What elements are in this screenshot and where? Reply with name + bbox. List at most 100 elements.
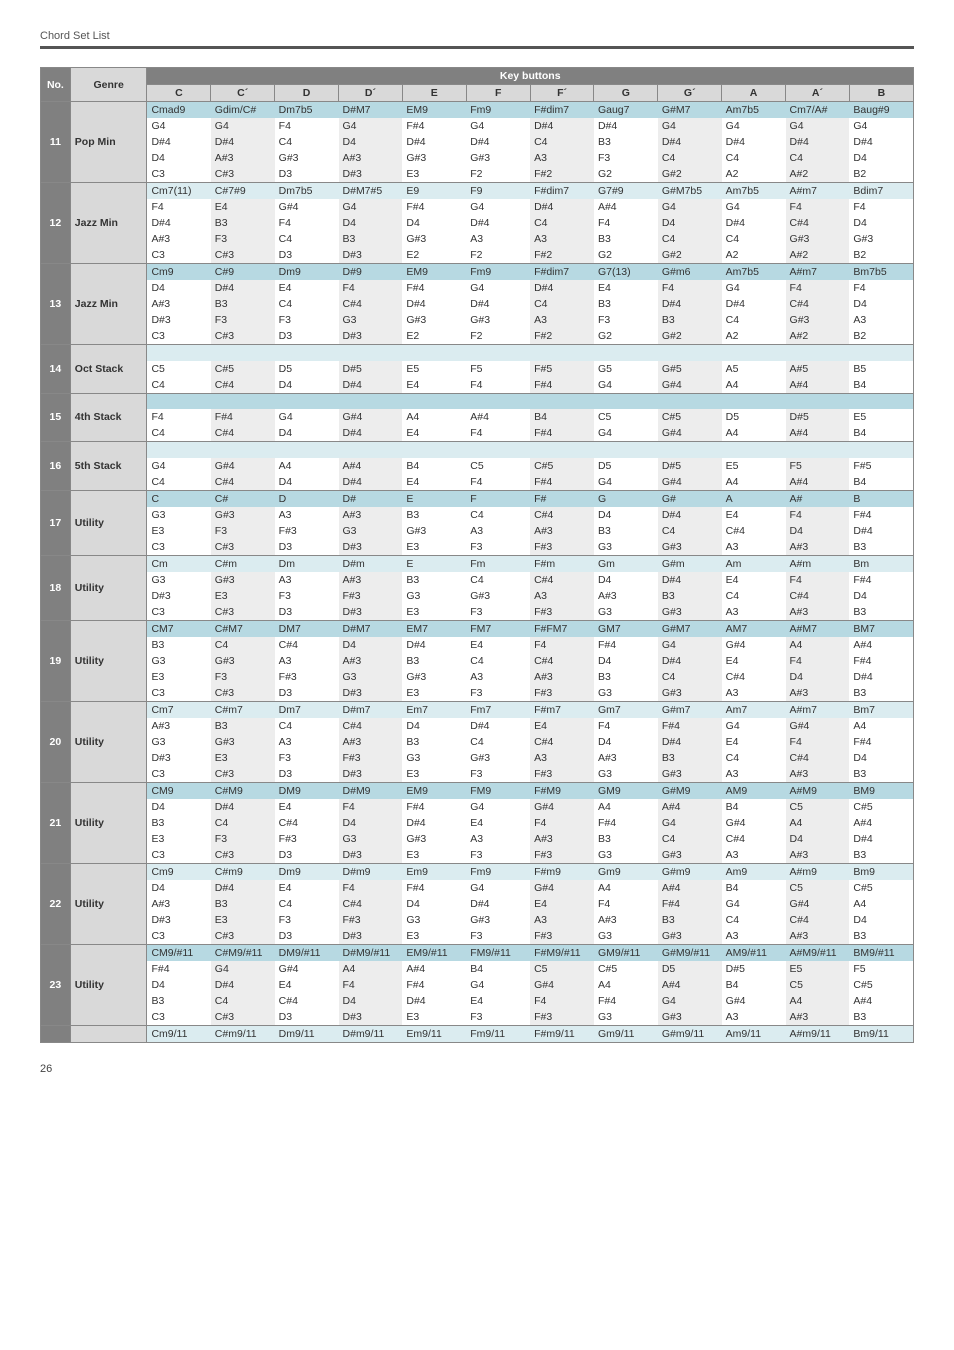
cell: Am7b5 — [722, 264, 786, 281]
cell: D4 — [594, 734, 658, 750]
cell: D3 — [275, 247, 339, 264]
cell: G#3 — [211, 507, 275, 523]
cell: B3 — [594, 523, 658, 539]
table-row: D4D#4E4F4F#4G4D#4E4F4G4F4F4 — [41, 280, 914, 296]
table-row: G3G#3A3A#3B3C4C#4D4D#4E4F4F#4 — [41, 507, 914, 523]
cell: F5 — [849, 961, 913, 977]
cell: D#4 — [722, 134, 786, 150]
cell — [530, 442, 594, 458]
table-row: F4E4G#4G4F#4G4D#4A#4G4G4F4F4 — [41, 199, 914, 215]
cell — [722, 345, 786, 361]
cell: F#M9 — [530, 782, 594, 799]
cell: D5 — [594, 458, 658, 474]
cell: G#4 — [530, 977, 594, 993]
cell: G4 — [658, 993, 722, 1009]
cell: A5 — [722, 361, 786, 377]
cell: A#3 — [786, 685, 850, 702]
cell: FM7 — [466, 620, 530, 637]
cell: D3 — [275, 847, 339, 864]
cell: F#4 — [402, 880, 466, 896]
cell: F#5 — [849, 458, 913, 474]
cell: G#5 — [658, 361, 722, 377]
genre-cell: 5th Stack — [70, 442, 147, 491]
cell: G#3 — [466, 150, 530, 166]
cell: D#4 — [211, 280, 275, 296]
table-row: 22UtilityCm9C#m9Dm9D#m9Em9Fm9F#m9Gm9G#m9… — [41, 863, 914, 880]
cell: G#3 — [658, 604, 722, 621]
cell: B3 — [147, 815, 211, 831]
table-row: G3G#3A3A#3B3C4C#4D4D#4E4F4F#4 — [41, 572, 914, 588]
cell: D#4 — [211, 799, 275, 815]
cell — [786, 345, 850, 361]
cell: G#m9/11 — [658, 1025, 722, 1042]
cell: C#4 — [722, 831, 786, 847]
cell: C3 — [147, 928, 211, 945]
cell: A#3 — [147, 296, 211, 312]
cell: F4 — [594, 718, 658, 734]
cell — [402, 345, 466, 361]
cell: C#4 — [275, 993, 339, 1009]
cell: E4 — [722, 734, 786, 750]
cell: D4 — [275, 377, 339, 394]
table-row: 13Jazz MinCm9C#9Dm9D#9EM9Fm9F#dim7G7(13)… — [41, 264, 914, 281]
cell — [658, 345, 722, 361]
cell — [722, 393, 786, 409]
cell: G4 — [211, 118, 275, 134]
cell: G#m7 — [658, 701, 722, 718]
cell: A#2 — [786, 328, 850, 345]
cell: D5 — [722, 409, 786, 425]
cell: D#3 — [339, 685, 403, 702]
cell: D#3 — [339, 847, 403, 864]
cell: A3 — [530, 312, 594, 328]
cell: A#5 — [786, 361, 850, 377]
cell: B3 — [849, 539, 913, 556]
cell: A3 — [722, 847, 786, 864]
cell: E4 — [402, 425, 466, 442]
cell: C4 — [147, 474, 211, 491]
table-row: D4D#4E4F4F#4G4G#4A4A#4B4C5C#5 — [41, 880, 914, 896]
cell: G3 — [402, 912, 466, 928]
cell — [786, 393, 850, 409]
cell: C4 — [275, 134, 339, 150]
cell: C#m9 — [211, 863, 275, 880]
cell: A3 — [530, 750, 594, 766]
cell: A4 — [339, 961, 403, 977]
table-row: F#4G4G#4A4A#4B4C5C#5D5D#5E5F5 — [41, 961, 914, 977]
key-col-1: C´ — [211, 85, 275, 102]
cell: F2 — [466, 166, 530, 183]
cell: F#3 — [275, 523, 339, 539]
cell: B3 — [658, 312, 722, 328]
cell: F3 — [466, 1009, 530, 1026]
cell: Cm7/A# — [786, 102, 850, 119]
cell: A3 — [466, 523, 530, 539]
cell: F4 — [849, 280, 913, 296]
cell: D#4 — [147, 215, 211, 231]
cell: C# — [211, 490, 275, 507]
cell: F3 — [466, 928, 530, 945]
cell: C#4 — [722, 669, 786, 685]
cell: BM9/#11 — [849, 944, 913, 961]
cell — [275, 442, 339, 458]
cell: E3 — [147, 669, 211, 685]
cell: G4 — [722, 280, 786, 296]
cell: C#M9 — [211, 782, 275, 799]
cell: C#m7 — [211, 701, 275, 718]
cell: A#3 — [786, 766, 850, 783]
cell: D#3 — [339, 604, 403, 621]
cell: Fm9 — [466, 264, 530, 281]
table-row: A#3F3C4B3G#3A3A3B3C4C4G#3G#3 — [41, 231, 914, 247]
cell: Bm7 — [849, 701, 913, 718]
cell: G#3 — [658, 847, 722, 864]
cell: DM7 — [275, 620, 339, 637]
cell: C#3 — [211, 247, 275, 264]
table-row: 154th Stack — [41, 393, 914, 409]
cell: F4 — [849, 199, 913, 215]
cell: G4 — [722, 896, 786, 912]
cell: G4 — [466, 977, 530, 993]
cell: D#4 — [849, 669, 913, 685]
cell: Gm — [594, 555, 658, 572]
cell: B3 — [211, 896, 275, 912]
cell: F#3 — [275, 831, 339, 847]
cell: C4 — [658, 669, 722, 685]
cell: F4 — [530, 637, 594, 653]
